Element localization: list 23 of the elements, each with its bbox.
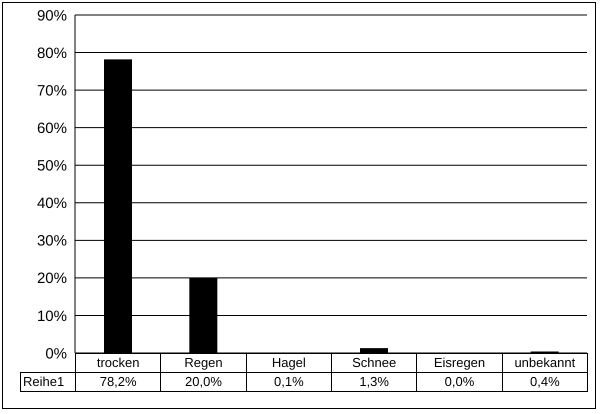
data-label: 1,3% [331, 372, 418, 392]
x-tick-label: trocken [75, 353, 162, 373]
text: Reihe1 [20, 372, 76, 392]
y-tick-label: 70% [36, 82, 67, 100]
y-tick-label: 40% [36, 195, 67, 212]
x-tick-label: Eisregen [416, 353, 503, 373]
data-label: 20,0% [160, 372, 247, 392]
y-tick-label: 0% [45, 345, 67, 362]
data-label: 0,1% [246, 372, 332, 392]
y-tick-label: 30% [36, 232, 67, 250]
y-tick-label: 20% [36, 270, 67, 288]
x-tick-label: Hagel [246, 353, 332, 373]
data-label: 0,0% [416, 372, 503, 392]
y-tick-label: 50% [36, 158, 67, 175]
y-tick-label: 10% [36, 308, 67, 325]
y-tick-label: 90% [36, 7, 67, 24]
x-tick-label: unbekannt [502, 353, 588, 373]
data-label: 78,2% [75, 372, 162, 392]
y-tick-label: 80% [36, 44, 67, 62]
y-tick-label: 60% [36, 120, 67, 137]
x-tick-label: Schnee [331, 353, 418, 373]
x-tick-label: Regen [160, 353, 247, 373]
data-label: 0,4% [502, 372, 588, 392]
